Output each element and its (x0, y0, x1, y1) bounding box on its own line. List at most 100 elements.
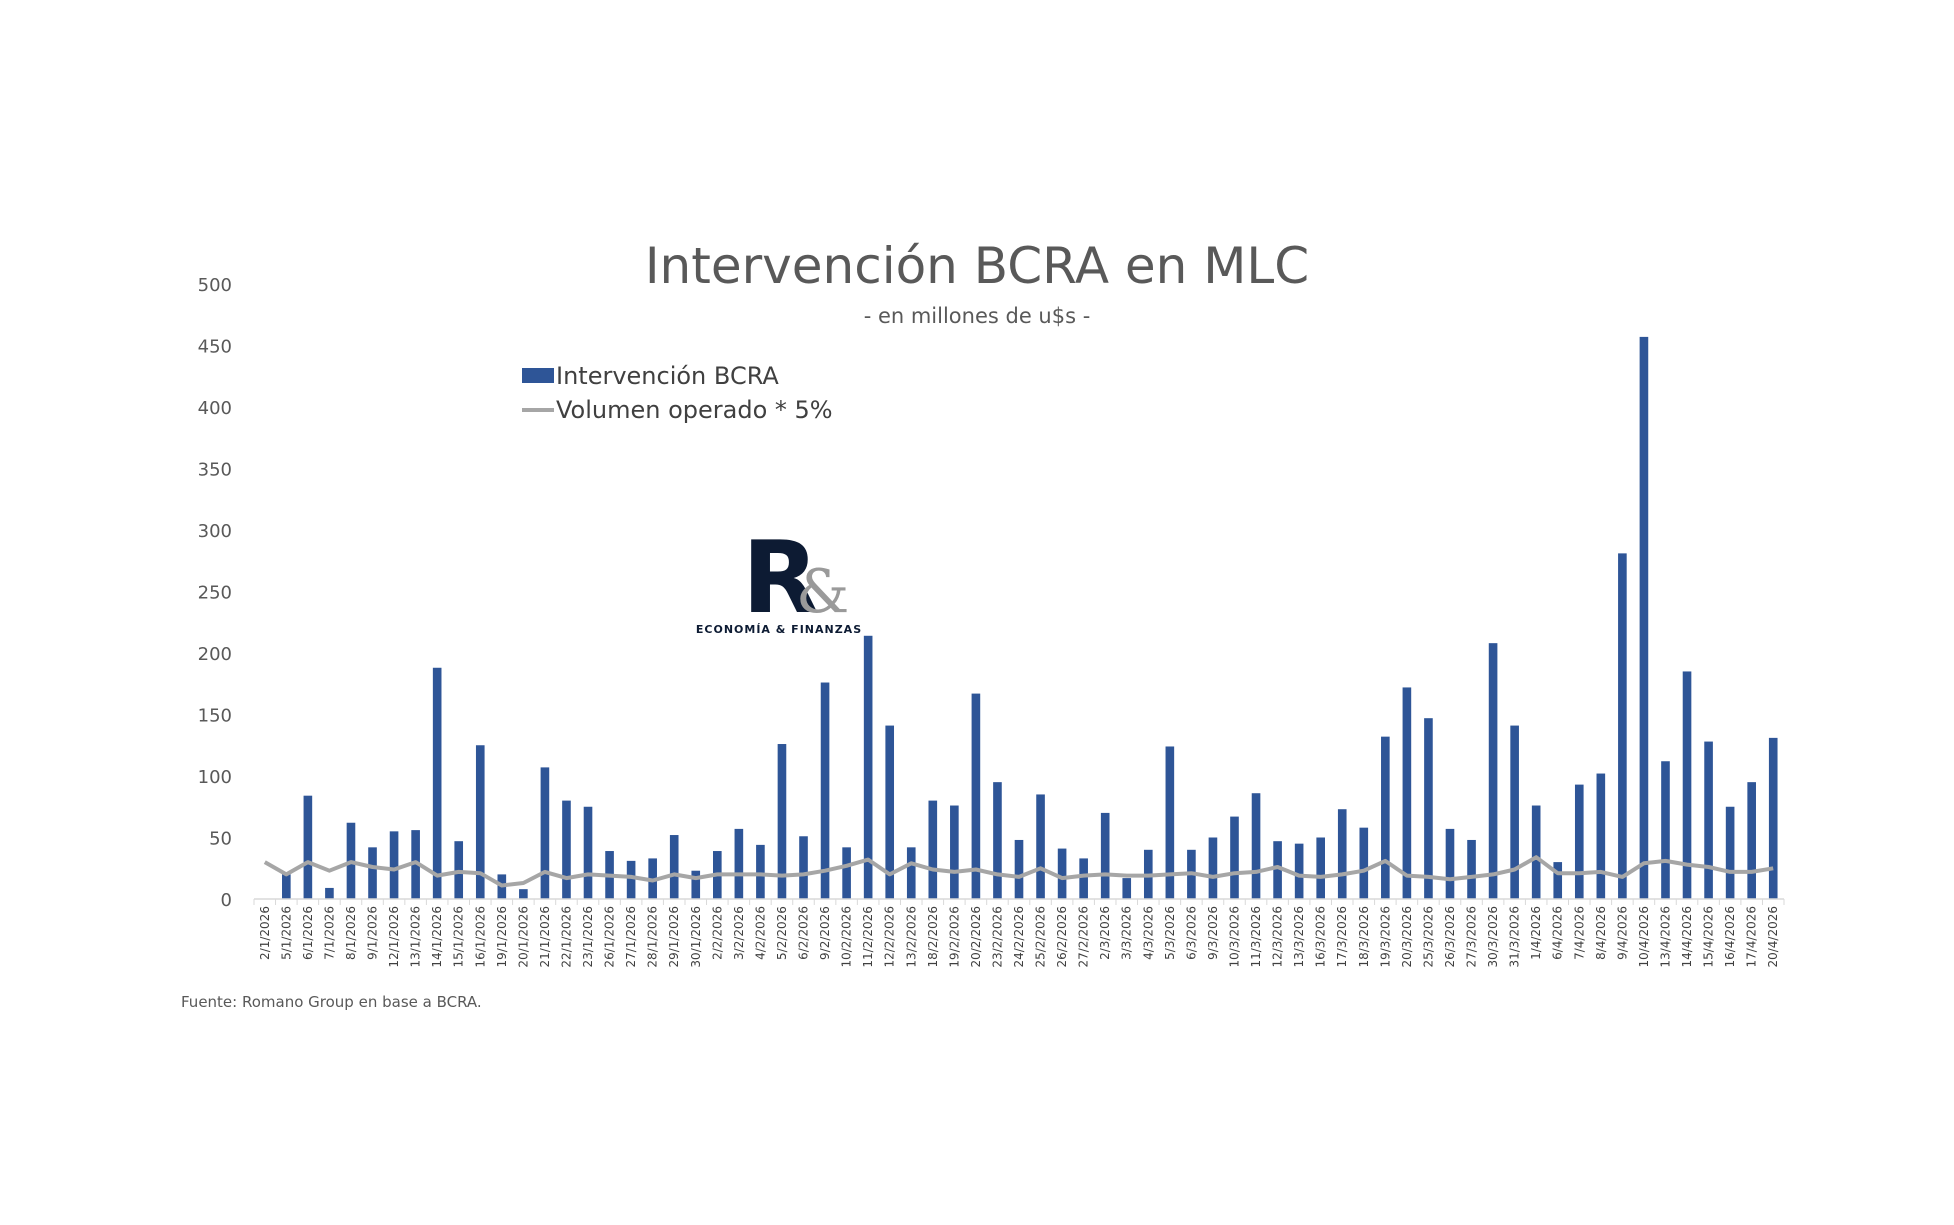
x-tick-label: 27/3/2026 (1465, 906, 1479, 968)
legend: Intervención BCRA Volumen operado * 5% (522, 362, 833, 424)
logo-ampersand: & (796, 557, 849, 627)
x-tick-label: 15/1/2026 (452, 906, 466, 968)
x-tick-label: 14/1/2026 (430, 906, 444, 968)
bar (1100, 812, 1110, 899)
bar (432, 667, 442, 899)
bar (691, 870, 701, 899)
bar (1768, 737, 1778, 899)
bar (389, 831, 399, 899)
x-tick-label: 19/1/2026 (495, 906, 509, 968)
x-tick-label: 5/3/2026 (1163, 906, 1177, 960)
x-tick-label: 9/2/2026 (818, 906, 832, 960)
bar (1682, 671, 1692, 899)
chart-title: Intervención BCRA en MLC (645, 237, 1309, 295)
x-tick-label: 26/3/2026 (1443, 906, 1457, 968)
x-tick-label: 30/3/2026 (1486, 906, 1500, 968)
x-tick-label: 13/4/2026 (1659, 906, 1673, 968)
bar (1402, 687, 1412, 899)
x-tick-label: 9/3/2026 (1206, 906, 1220, 960)
x-tick-label: 17/4/2026 (1745, 906, 1759, 968)
x-tick-label: 5/1/2026 (279, 906, 293, 960)
x-tick-label: 16/1/2026 (473, 906, 487, 968)
bar (1618, 553, 1627, 899)
x-tick-label: 23/1/2026 (581, 906, 595, 968)
x-tick-label: 19/3/2026 (1378, 906, 1392, 968)
y-tick-label: 100 (198, 767, 232, 788)
bar (1747, 782, 1756, 899)
y-tick-label: 300 (198, 521, 232, 542)
bar (475, 745, 485, 899)
bar (734, 828, 744, 899)
x-tick-label: 26/2/2026 (1055, 906, 1069, 968)
y-tick-label: 50 (209, 829, 232, 850)
x-tick-label: 3/2/2026 (732, 906, 746, 960)
x-tick-label: 13/1/2026 (409, 906, 423, 968)
bar (820, 682, 830, 899)
x-tick-label: 14/4/2026 (1680, 906, 1694, 968)
bar (863, 635, 873, 899)
bar (1316, 837, 1325, 899)
x-tick-label: 11/3/2026 (1249, 906, 1263, 968)
x-tick-label: 6/1/2026 (301, 906, 315, 960)
y-tick-label: 400 (198, 398, 232, 419)
x-tick-label: 19/2/2026 (947, 906, 961, 968)
x-tick-label: 28/1/2026 (646, 906, 660, 968)
x-tick-label: 20/2/2026 (969, 906, 983, 968)
x-tick-label: 6/4/2026 (1551, 906, 1565, 960)
x-tick-label: 3/3/2026 (1120, 906, 1134, 960)
y-tick-label: 0 (221, 890, 232, 911)
legend-swatch-bar (522, 368, 554, 383)
bar (1337, 809, 1347, 899)
x-tick-label: 12/3/2026 (1271, 906, 1285, 968)
bar (885, 725, 895, 899)
bar (842, 847, 851, 899)
bar (282, 874, 291, 899)
x-tick-label: 29/1/2026 (667, 906, 681, 968)
y-tick-label: 350 (198, 460, 232, 481)
bar (1661, 761, 1670, 899)
bar (1273, 841, 1282, 899)
bar (1036, 794, 1045, 899)
x-tick-label: 2/2/2026 (710, 906, 724, 960)
legend-label-line: Volumen operado * 5% (556, 396, 833, 424)
x-tick-label: 9/1/2026 (366, 906, 380, 960)
bar (1574, 784, 1584, 899)
x-tick-label: 20/4/2026 (1766, 906, 1780, 968)
x-tick-label: 4/2/2026 (753, 906, 767, 960)
bar (325, 887, 334, 899)
bar (1510, 725, 1519, 899)
y-tick-label: 150 (198, 706, 232, 727)
x-tick-label: 7/4/2026 (1572, 906, 1586, 960)
x-tick-label: 27/1/2026 (624, 906, 638, 968)
x-tick-label: 30/1/2026 (689, 906, 703, 968)
x-tick-label: 25/3/2026 (1421, 906, 1435, 968)
x-axis: 2/1/2026 5/1/2026 6/1/2026 7/1/2026 8/1/2026… (253, 898, 1785, 968)
y-tick-label: 250 (198, 583, 232, 604)
x-tick-label: 20/1/2026 (516, 906, 530, 968)
x-tick-label: 7/1/2026 (322, 906, 336, 960)
bar (906, 847, 916, 899)
logo-caption: ECONOMÍA & FINANZAS (696, 623, 862, 636)
bar (540, 767, 550, 899)
logo: R & ECONOMÍA & FINANZAS (696, 519, 862, 636)
x-tick-label: 31/3/2026 (1508, 906, 1522, 968)
bar (1704, 741, 1713, 899)
bar (1359, 827, 1369, 899)
bar (950, 805, 959, 899)
bar (583, 806, 593, 899)
x-tick-label: 9/4/2026 (1615, 906, 1629, 960)
bar (799, 836, 808, 899)
bar (1079, 858, 1088, 899)
bar (928, 800, 938, 899)
bar (1165, 746, 1175, 899)
volume-line (263, 855, 1774, 888)
x-tick-label: 10/3/2026 (1228, 906, 1242, 968)
source-note: Fuente: Romano Group en base a BCRA. (181, 993, 482, 1011)
bar (1445, 828, 1455, 899)
bar (626, 860, 636, 899)
x-tick-label: 6/2/2026 (797, 906, 811, 960)
y-axis: 0 50 100 150 200 250 300 350 400 450 500 (198, 275, 232, 911)
x-tick-label: 10/2/2026 (840, 906, 854, 968)
bar (562, 800, 571, 899)
